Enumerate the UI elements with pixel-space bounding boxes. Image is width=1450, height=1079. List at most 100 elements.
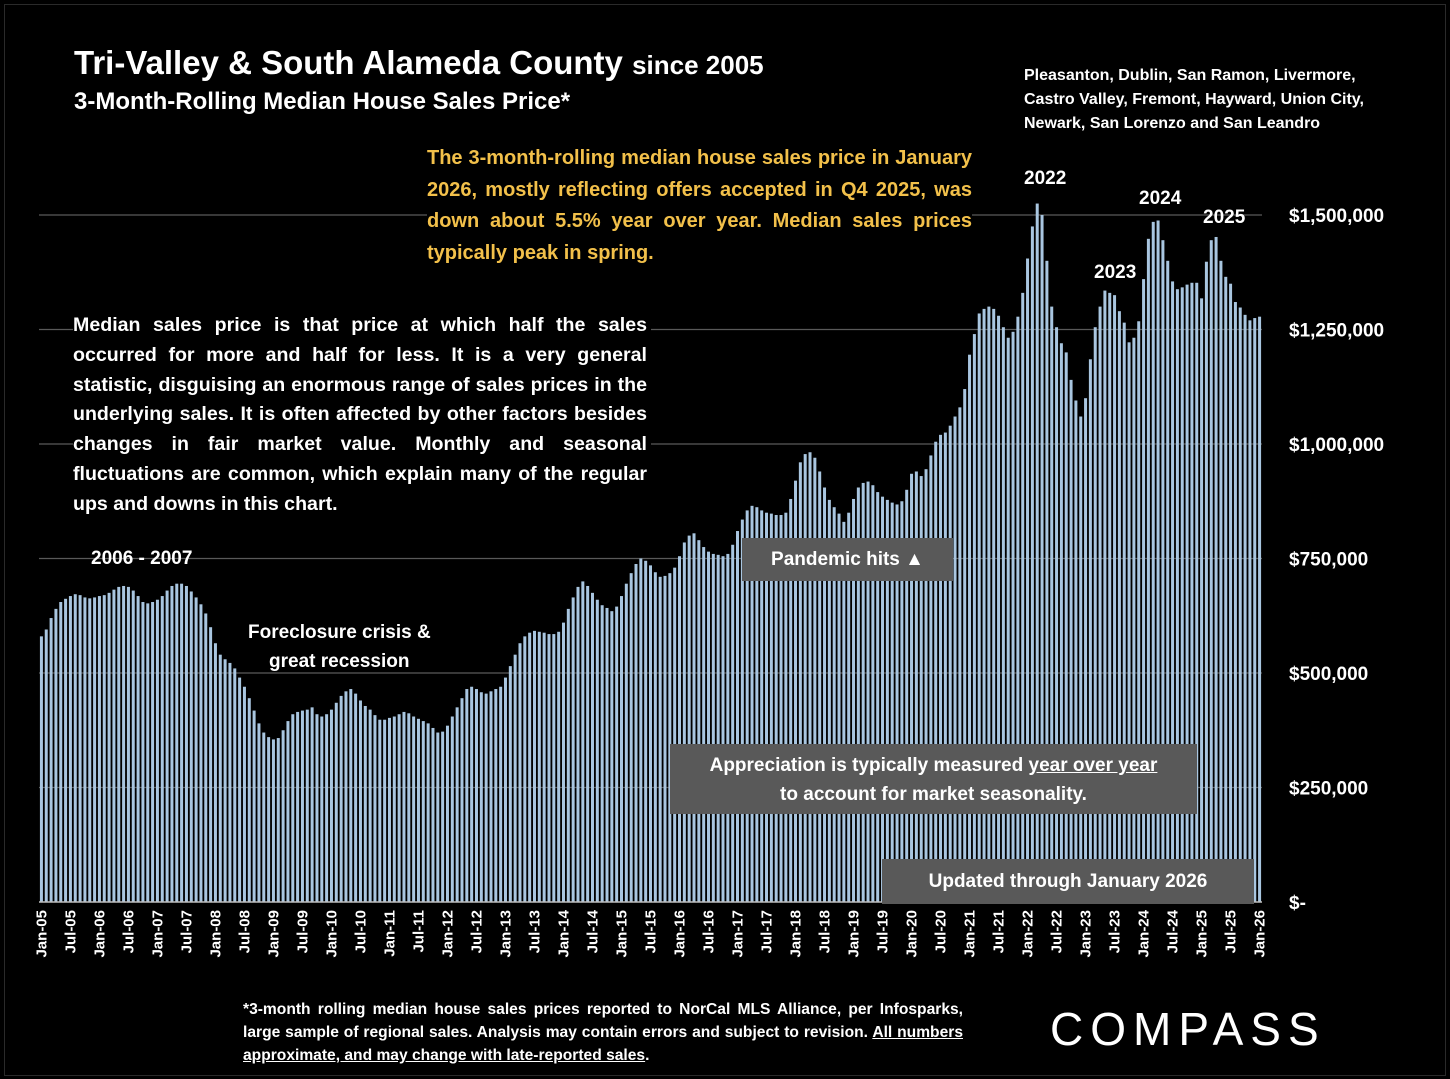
bar [919,476,923,902]
bar [697,540,701,902]
label-2006-2007: 2006 - 2007 [91,548,193,569]
x-tick-label: Jan-25 [1194,910,1211,958]
bar [692,533,696,902]
bar [663,575,667,902]
bar [267,737,271,902]
bar [1204,261,1208,903]
bar [484,693,488,902]
bar [1238,307,1242,902]
bar [300,710,304,902]
bar [54,608,58,902]
appreciation-pre: Appreciation is typically measured [709,755,1029,776]
x-tick-label: Jan-22 [1020,910,1037,958]
bar [1021,292,1025,902]
compass-logo: COMPASS [1050,1003,1326,1055]
x-tick-label: Jul-17 [759,910,776,953]
label-2024: 2024 [1139,188,1182,209]
bar [170,585,174,902]
bar [223,659,227,902]
bar [1224,276,1228,903]
bar [702,547,706,902]
bar [1113,295,1117,902]
x-tick-label: Jul-07 [178,910,195,953]
bar [373,715,377,902]
label-foreclosure-line2: great recession [269,651,410,672]
bar [117,586,121,902]
bar [363,705,367,902]
bar [349,689,353,902]
bar [180,583,184,902]
bar [1030,226,1034,902]
bar [586,585,590,902]
bar [707,551,711,902]
bar [571,597,575,902]
x-tick-label: Jul-09 [295,910,312,953]
bar [262,732,266,902]
bar [407,713,411,902]
bar [1045,260,1049,902]
bar [1079,416,1083,902]
cities-line: Newark, San Lorenzo and San Leandro [1024,115,1321,132]
bar [426,723,430,902]
bar [479,692,483,902]
bar [620,596,623,902]
bar [305,709,309,902]
appreciation-underlined: year over year [1028,755,1158,776]
bar [605,607,609,902]
bar [711,553,715,902]
bar [310,707,314,902]
appreciation-line2: to account for market seasonality. [780,784,1087,805]
bar [257,723,261,902]
bar [59,602,63,902]
x-tick-label: Jan-16 [672,910,689,958]
bar [474,689,478,902]
bar [1122,322,1126,902]
bar [189,591,193,902]
bar [1088,359,1092,902]
x-tick-labels: Jan-05 Jul-05 Jan-06 Jul-06 Jan-07 Jul-07 Jan-… [33,909,1268,957]
bar [803,454,807,902]
bar [561,622,565,902]
bar [832,507,836,902]
bar [982,308,986,902]
bar [233,668,237,902]
cities-line: Pleasanton, Dublin, San Ramon, Livermore… [1024,67,1356,84]
bar [107,592,111,902]
bar [175,583,179,902]
bar [344,691,348,902]
x-tick-label: Jul-21 [991,910,1008,953]
bar [397,714,401,902]
footnote-end: . [645,1047,650,1064]
bar [354,693,358,902]
bar [653,572,657,902]
bar [992,308,996,902]
bar [977,313,981,903]
x-tick-label: Jul-15 [643,910,660,953]
bar [416,718,420,902]
bar [155,599,159,902]
bar [678,556,682,902]
bar [165,590,169,902]
bar [499,686,503,902]
bar [1108,292,1112,902]
bar [39,636,43,902]
bar [1185,284,1189,902]
bar [673,567,677,902]
chart-subtitle: 3-Month-Rolling Median House Sales Price… [74,88,571,115]
bar [866,481,870,902]
bar [339,695,343,902]
bar [542,632,546,902]
bar [726,553,730,902]
bar [68,596,72,902]
bar [1175,289,1179,902]
bar [1142,279,1146,902]
y-tick-label: $1,250,000 [1289,321,1384,342]
bar [1064,352,1068,902]
bar [83,597,87,902]
x-tick-label: Jul-22 [1049,910,1066,953]
bar [1084,398,1088,902]
bar [668,573,672,902]
bar [953,416,957,902]
bar [141,602,145,902]
bar [760,510,764,902]
